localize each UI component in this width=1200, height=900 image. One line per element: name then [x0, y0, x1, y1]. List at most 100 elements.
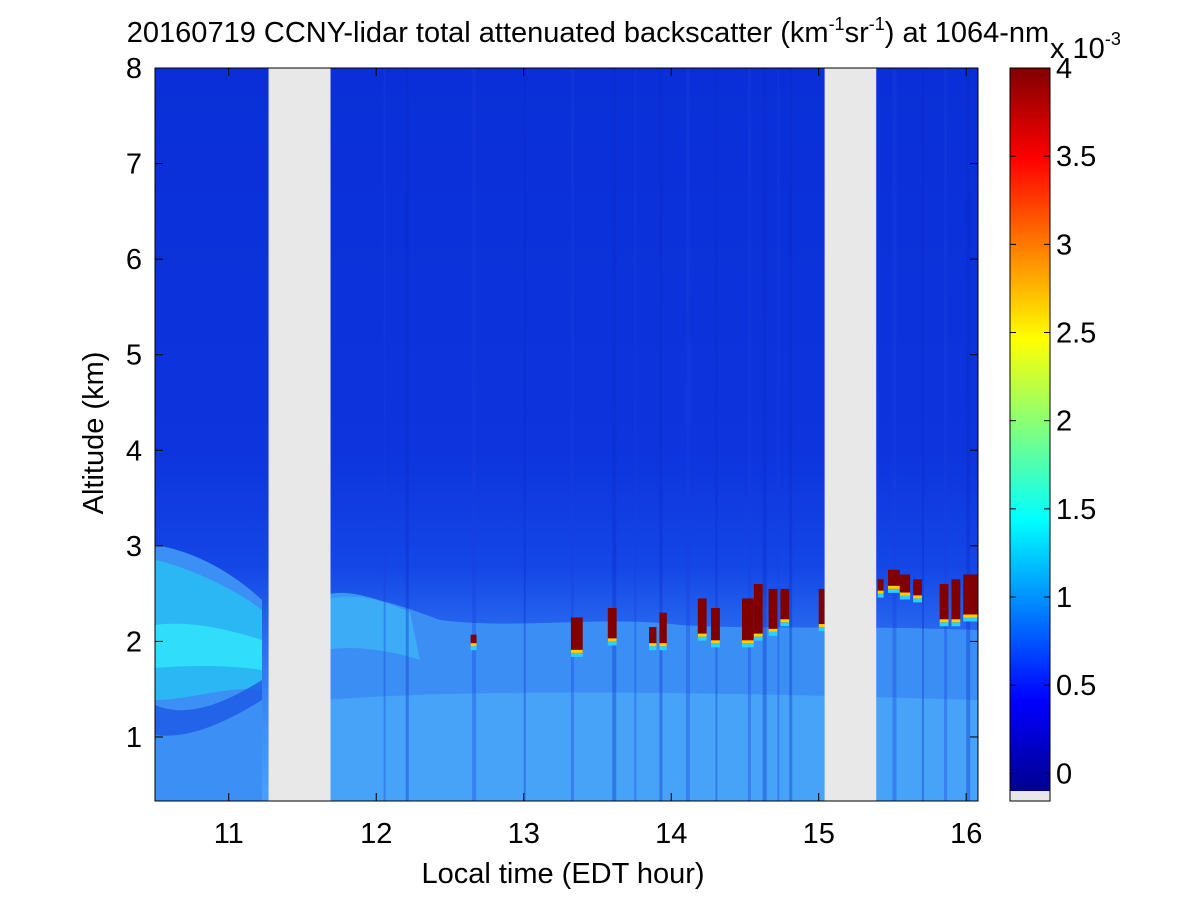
y-tick-label: 6 [126, 244, 142, 276]
cloud-return [899, 574, 911, 596]
cloud-base [913, 598, 922, 603]
cloud-return [607, 607, 617, 642]
cloud-base [570, 652, 583, 657]
cloud-return [780, 588, 790, 623]
cloud-base [888, 588, 900, 593]
cloud-base-edge [939, 619, 949, 623]
cloud-base [753, 636, 763, 641]
streak [892, 68, 897, 801]
colorbar: 0 0.5 1 1.5 2 2.5 3 3.5 4 x 10-3 [1009, 29, 1121, 802]
streak [472, 68, 477, 801]
cloud-base-edge [649, 643, 657, 647]
cloud-base [697, 636, 707, 641]
aerosol-layer-gap [155, 680, 262, 736]
plot-frame [154, 67, 979, 802]
streak [634, 68, 637, 801]
cloud-returns [470, 569, 978, 657]
cloud-return [742, 598, 754, 644]
cloud-base [951, 622, 961, 627]
x-tick-label: 15 [803, 818, 835, 850]
streak [747, 68, 751, 801]
cloud-base-edge [753, 633, 763, 637]
chart-title: 20160719 CCNY-lidar total attenuated bac… [127, 14, 1049, 49]
y-axis-label: Altitude (km) [78, 352, 110, 515]
colorbar-missing [1010, 791, 1050, 801]
cloud-base [818, 627, 825, 632]
cloud-base-edge [913, 595, 922, 599]
colorbar-tick-label: 0.5 [1056, 670, 1096, 702]
cloud-base [877, 593, 884, 598]
cloud-return [951, 579, 961, 623]
cloud-base-edge [899, 592, 911, 596]
cloud-base [649, 646, 657, 651]
x-axis-label: Local time (EDT hour) [421, 858, 704, 890]
cloud-return [711, 607, 720, 644]
time-streaks [383, 68, 971, 801]
cloud-return [659, 612, 667, 647]
cloud-return [470, 634, 477, 647]
y-tick-label: 1 [126, 722, 142, 754]
cloud-return [939, 584, 949, 623]
cloud-base [742, 643, 754, 648]
y-tick-label: 3 [126, 531, 142, 563]
cloud-base [963, 617, 978, 622]
plot-area [155, 68, 978, 801]
streak [685, 68, 690, 801]
cloud-base-edge [888, 585, 900, 589]
cloud-base [780, 622, 790, 627]
x-tick-label: 13 [508, 818, 540, 850]
colorbar-tick-label: 1.5 [1056, 494, 1096, 526]
colorbar-tick-label: 1 [1056, 582, 1072, 614]
cloud-return [570, 617, 583, 653]
cloud-base [899, 595, 911, 600]
streak [777, 68, 780, 801]
cloud-base [768, 631, 778, 636]
streak [715, 68, 718, 801]
streak [570, 68, 574, 801]
cloud-base-edge [711, 640, 720, 644]
streak [612, 68, 617, 801]
streak [523, 68, 526, 801]
streak [966, 68, 971, 801]
cloud-base [607, 641, 617, 646]
cloud-base-edge [963, 614, 978, 618]
cloud-base [659, 646, 667, 651]
cloud-base-edge [877, 590, 884, 594]
x-tick-label: 14 [655, 818, 687, 850]
cloud-base-edge [697, 633, 707, 637]
y-tick-label: 2 [126, 626, 142, 658]
y-tick-label: 5 [126, 340, 142, 372]
colorbar-tick-label: 2.5 [1056, 318, 1096, 350]
cloud-return [649, 627, 657, 647]
cloud-base-edge [570, 649, 583, 653]
missing-data-gap [824, 68, 877, 801]
streak [659, 68, 663, 801]
cloud-base [711, 643, 720, 648]
y-tick-label: 4 [126, 435, 142, 467]
colorbar-tick-label: 0 [1056, 758, 1072, 790]
x-tick-label: 12 [360, 818, 392, 850]
cloud-return [913, 579, 922, 599]
boundary-layer-lower [325, 692, 978, 801]
cloud-return [877, 579, 884, 594]
cloud-base-edge [742, 640, 754, 644]
streak [921, 68, 924, 801]
cloud-return [753, 584, 763, 637]
cloud-base [470, 646, 477, 651]
cloud-return [818, 588, 825, 628]
missing-data-gap [268, 68, 331, 801]
colorbar-exponent: x 10-3 [1050, 29, 1121, 65]
y-axis-ticks: 1 2 3 4 5 6 7 8 [126, 53, 978, 754]
streak [762, 68, 767, 801]
cloud-return [768, 588, 778, 632]
cloud-base-edge [780, 619, 790, 623]
y-tick-label: 8 [126, 53, 142, 85]
colorbar-tick-label: 4 [1056, 53, 1072, 85]
aerosol-layer-core [155, 623, 262, 670]
cloud-return [963, 574, 978, 618]
cloud-base-edge [607, 638, 617, 642]
streak [383, 68, 386, 801]
cloud-return [888, 569, 900, 589]
cloud-base-edge [470, 643, 477, 647]
x-tick-label: 16 [950, 818, 982, 850]
